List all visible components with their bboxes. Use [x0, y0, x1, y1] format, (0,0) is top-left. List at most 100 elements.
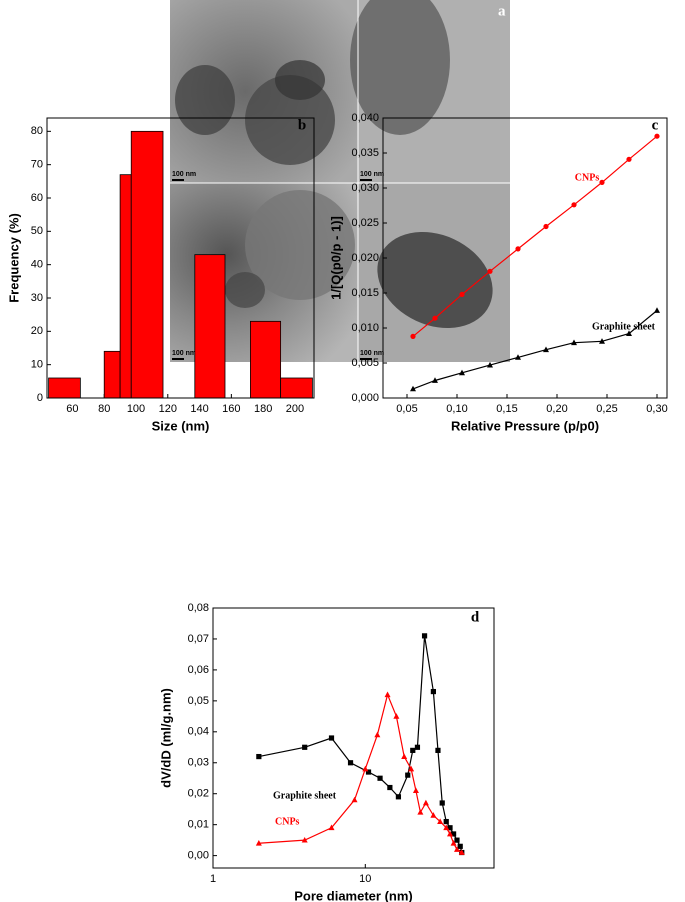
marker: [410, 385, 416, 392]
marker: [393, 713, 400, 719]
marker: [599, 179, 605, 185]
marker: [599, 338, 605, 344]
marker: [654, 133, 660, 139]
marker: [347, 760, 354, 766]
y-tick-label: 0,000: [351, 392, 379, 404]
x-tick-label: 80: [98, 403, 110, 415]
y-tick-label: 0,025: [351, 217, 379, 229]
y-tick-label: 0,00: [188, 850, 209, 862]
scale-bar: [360, 179, 372, 181]
y-tick-label: 40: [31, 259, 43, 271]
marker: [543, 223, 549, 230]
marker: [302, 744, 308, 750]
marker: [626, 330, 632, 336]
x-tick-label: 180: [254, 403, 272, 415]
x-axis-title: Pore diameter (nm): [294, 888, 412, 902]
marker: [256, 753, 262, 760]
marker: [459, 369, 465, 376]
marker: [457, 843, 463, 849]
tem-images: a 100 nm 100 nm 100 nm 100 nm: [170, 0, 510, 362]
marker: [362, 765, 369, 772]
bar: [48, 377, 81, 399]
x-tick-label: 10: [359, 873, 371, 885]
y-tick-label: 0,04: [188, 726, 209, 738]
marker: [351, 796, 358, 803]
marker: [328, 735, 335, 741]
particle: [175, 65, 235, 135]
y-tick-label: 0,005: [351, 357, 379, 369]
x-tick-label: 100: [127, 403, 145, 415]
panel-label: c: [652, 117, 659, 133]
marker: [408, 765, 415, 772]
series-line: [412, 135, 658, 337]
scale-bar: [172, 179, 184, 181]
marker: [450, 840, 457, 846]
y-tick-label: 0,035: [351, 147, 379, 159]
marker: [443, 824, 450, 831]
x-tick-label: 0,05: [396, 403, 417, 415]
x-axis-title: Size (nm): [152, 418, 210, 433]
y-axis-title: dV/dD (ml/g.nm): [158, 688, 173, 788]
marker: [443, 818, 449, 825]
marker: [447, 825, 453, 831]
y-tick-label: 80: [31, 125, 43, 137]
y-tick-label: 70: [31, 159, 43, 171]
panel-label: d: [471, 609, 480, 625]
marker: [515, 354, 521, 360]
x-tick-label: 0,15: [496, 403, 517, 415]
bar: [130, 130, 164, 399]
x-tick-label: 160: [222, 403, 240, 415]
series-label: Graphite sheet: [592, 321, 656, 332]
y-axis-title: Frequency (%): [6, 213, 21, 303]
marker: [430, 688, 436, 695]
marker: [301, 836, 308, 843]
marker: [422, 799, 429, 806]
scale-bar-label: 100 nm: [172, 350, 196, 357]
marker: [453, 846, 460, 852]
particle: [377, 231, 493, 329]
marker: [458, 849, 465, 855]
marker: [410, 333, 416, 339]
y-tick-label: 0,040: [351, 112, 379, 124]
series-label: Graphite sheet: [273, 790, 337, 801]
y-tick-label: 0,03: [188, 757, 209, 769]
marker: [626, 156, 632, 162]
marker: [450, 831, 457, 837]
marker: [328, 824, 335, 831]
marker: [395, 794, 402, 800]
marker: [430, 812, 437, 818]
x-tick-label: 200: [286, 403, 304, 415]
y-axis-title: 1/[Q(p0/p - 1)]: [328, 216, 343, 300]
marker: [417, 809, 424, 815]
x-tick-label: 140: [190, 403, 208, 415]
marker: [487, 361, 493, 368]
y-tick-label: 0,07: [188, 633, 209, 645]
bar: [250, 320, 282, 399]
marker: [410, 747, 416, 753]
marker: [435, 747, 441, 753]
bar: [280, 377, 313, 399]
marker: [447, 830, 454, 837]
particle: [350, 0, 450, 135]
marker: [365, 769, 372, 775]
scale-bar: [360, 358, 372, 360]
plot-frame: [46, 117, 315, 399]
y-tick-label: 30: [31, 292, 43, 304]
x-tick-label: 120: [159, 403, 177, 415]
marker: [432, 315, 438, 321]
y-tick-label: 50: [31, 225, 43, 237]
marker: [414, 744, 421, 750]
x-tick-label: 60: [66, 403, 78, 415]
y-tick-label: 0,015: [351, 287, 379, 299]
scale-bar-label: 100 nm: [172, 171, 196, 178]
panel-label: b: [298, 117, 306, 133]
marker: [421, 633, 428, 639]
series-line: [258, 692, 463, 854]
y-tick-label: 0,030: [351, 182, 379, 194]
x-tick-label: 0,25: [596, 403, 617, 415]
marker: [571, 339, 577, 346]
marker: [487, 268, 493, 274]
y-tick-label: 0,01: [188, 819, 209, 831]
plot-frame: [212, 607, 495, 869]
